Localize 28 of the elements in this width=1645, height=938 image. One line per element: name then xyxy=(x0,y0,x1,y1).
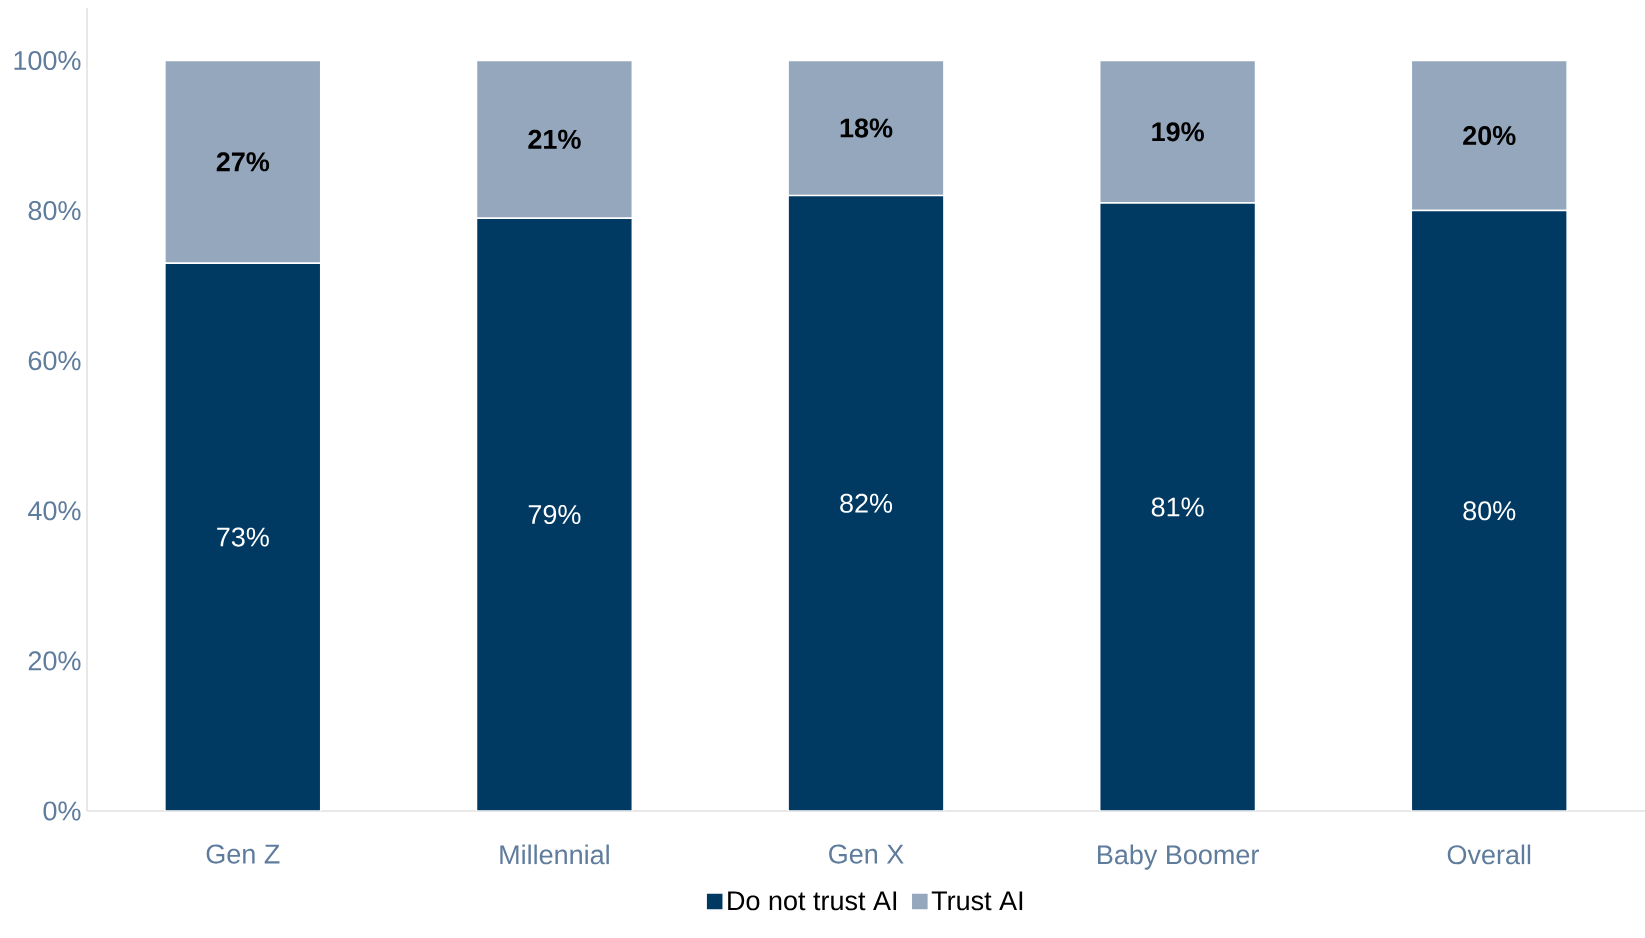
x-tick-label: Gen Z xyxy=(206,844,280,864)
bar xyxy=(1410,209,1568,811)
x-tick-label: Millennial xyxy=(500,844,609,865)
data-label: 27% xyxy=(216,152,270,172)
y-tick-label: 0% xyxy=(43,801,81,821)
bar xyxy=(475,217,634,811)
data-label: 18% xyxy=(840,118,893,138)
x-tick-label: Baby Boomer xyxy=(1098,844,1259,870)
y-tick-label: 20% xyxy=(28,651,81,671)
data-label: 21% xyxy=(528,129,581,149)
data-label: 19% xyxy=(1152,122,1204,142)
data-label: 79% xyxy=(528,505,581,525)
x-tick-label: Gen X xyxy=(829,844,904,864)
legend-label: Trust AI xyxy=(931,891,1023,911)
data-label: 73% xyxy=(217,527,269,547)
y-tick-label: 80% xyxy=(28,201,81,221)
bar xyxy=(787,194,945,811)
y-tick-label: 40% xyxy=(28,501,81,521)
data-label: 82% xyxy=(840,493,893,513)
data-label: 81% xyxy=(1151,497,1204,517)
bar xyxy=(1098,202,1257,811)
legend-label: Do not trust AI xyxy=(728,891,897,911)
y-tick-label: 60% xyxy=(28,351,81,371)
y-tick-label: 100% xyxy=(14,50,81,71)
data-label: 20% xyxy=(1463,126,1516,146)
data-label: 80% xyxy=(1463,501,1516,521)
bar xyxy=(164,262,322,811)
x-tick-label: Overall xyxy=(1447,844,1531,865)
